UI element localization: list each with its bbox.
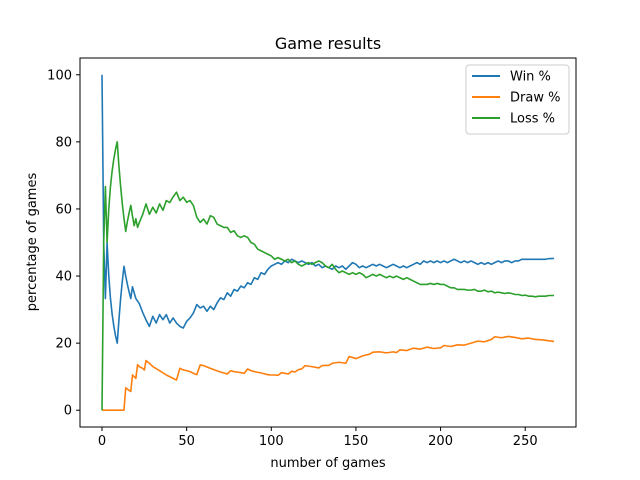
- chart-title: Game results: [275, 34, 381, 53]
- y-tick-label: 0: [64, 404, 72, 419]
- x-tick-label: 0: [98, 434, 106, 449]
- x-axis-label: number of games: [270, 456, 385, 471]
- y-axis-ticks: 0 20 40 60 80 100: [47, 68, 80, 419]
- x-tick-label: 100: [259, 434, 284, 449]
- x-tick-label: 150: [344, 434, 369, 449]
- legend-label: Draw %: [510, 91, 560, 106]
- y-tick-label: 80: [55, 135, 72, 150]
- legend-box: [465, 64, 570, 135]
- y-axis-label: percentage of games: [25, 173, 40, 312]
- series-lines: [101, 74, 555, 412]
- series-line-loss: [101, 141, 554, 411]
- x-tick-label: 250: [513, 434, 538, 449]
- legend: Win % Draw % Loss %: [465, 64, 570, 135]
- series-line-draw: [102, 335, 555, 412]
- x-axis-ticks: 0 50 100 150 200 250: [98, 427, 538, 449]
- y-tick-label: 40: [55, 270, 72, 285]
- y-tick-label: 20: [55, 337, 72, 352]
- legend-label: Loss %: [510, 112, 555, 127]
- legend-label: Win %: [510, 70, 551, 85]
- x-tick-label: 200: [428, 434, 453, 449]
- y-tick-label: 60: [55, 202, 72, 217]
- x-tick-label: 50: [178, 434, 195, 449]
- y-tick-label: 100: [47, 68, 72, 83]
- series-line-win: [101, 74, 555, 344]
- axes-frame: [79, 57, 577, 428]
